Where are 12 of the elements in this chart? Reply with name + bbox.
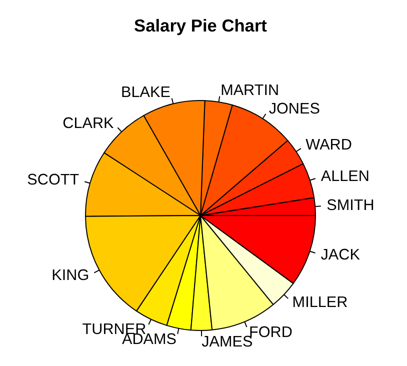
slice-label: KING — [52, 267, 90, 284]
slice-label: MARTIN — [220, 82, 280, 100]
slice-label: SMITH — [326, 197, 374, 214]
slice-label: ALLEN — [320, 168, 370, 186]
chart-title: Salary Pie Chart — [134, 16, 268, 36]
slice-label: MILLER — [292, 294, 348, 312]
slice-label: CLARK — [62, 114, 115, 132]
slice-label: JONES — [268, 100, 320, 118]
slice-label: BLAKE — [121, 84, 170, 102]
slice-label: WARD — [306, 136, 352, 154]
slice-label: SCOTT — [27, 171, 80, 188]
slice-label: JACK — [320, 246, 361, 264]
